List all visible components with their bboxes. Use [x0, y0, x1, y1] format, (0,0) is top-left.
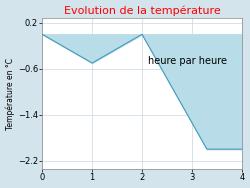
Title: Evolution de la température: Evolution de la température: [64, 6, 220, 16]
Text: heure par heure: heure par heure: [148, 55, 228, 65]
Y-axis label: Température en °C: Température en °C: [6, 58, 15, 130]
